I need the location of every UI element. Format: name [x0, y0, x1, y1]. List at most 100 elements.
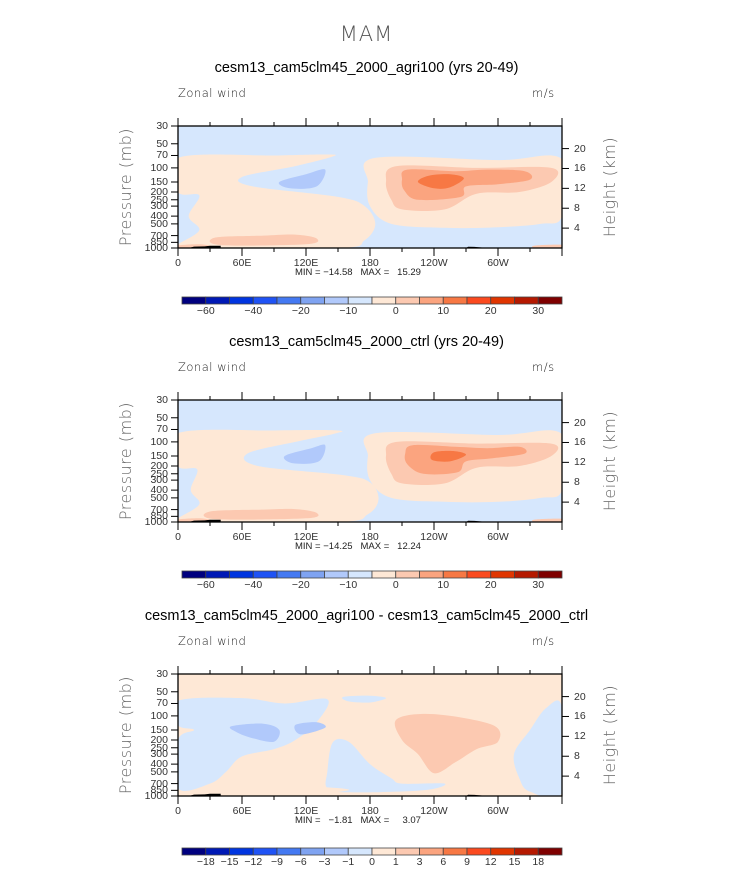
colorbar-swatch	[347, 570, 373, 579]
y-tick-label: 70	[156, 149, 168, 162]
colorbar-label: 18	[532, 856, 545, 868]
colorbar-swatch	[514, 296, 539, 305]
colorbar	[181, 296, 563, 305]
colorbar-label: −18	[196, 856, 215, 868]
contour-neg-1-3-west	[229, 723, 280, 743]
colorbar-swatch	[324, 570, 349, 579]
min-max-readout: MIN = −1.81 MAX = 3.07	[295, 815, 421, 826]
colorbar-swatch	[514, 570, 539, 579]
colorbar-swatch	[442, 296, 468, 305]
y-tick-label-right: 8	[574, 476, 580, 489]
y-tick-label: 300	[150, 200, 168, 213]
colorbar-swatch	[419, 296, 444, 305]
colorbar-label: −20	[291, 305, 310, 317]
y-tick-label-right: 16	[574, 162, 586, 175]
field-name-label: Zonal wind	[178, 634, 247, 648]
colorbar-label: −60	[196, 305, 215, 317]
x-tick-label: 60W	[487, 531, 509, 543]
colorbar-label: 30	[532, 305, 545, 317]
contour-plot	[171, 118, 569, 256]
colorbar-label: 20	[484, 579, 497, 591]
field-name-label: Zonal wind	[178, 86, 247, 100]
panel-title: cesm13_cam5clm45_2000_agri100 (yrs 20-49…	[214, 60, 519, 76]
colorbar-label: 0	[369, 856, 375, 868]
colorbar-swatch	[442, 847, 468, 856]
min-max-readout: MIN = −14.58 MAX = 15.29	[295, 267, 421, 278]
colorbar-swatch	[181, 296, 207, 305]
colorbar	[181, 570, 563, 579]
y-tick-label-right: 4	[574, 770, 580, 783]
colorbar-swatch	[466, 296, 492, 305]
contour-0-5-tropo	[178, 154, 376, 248]
y-tick-label-right: 4	[574, 222, 580, 235]
colorbar-swatch	[490, 296, 515, 305]
contour-0-1-lowlevel	[226, 787, 350, 795]
x-tick-label: 60W	[487, 257, 509, 269]
x-tick-label: 0	[175, 805, 181, 817]
y-tick-label: 300	[150, 474, 168, 487]
y-tick-label: 30	[156, 120, 168, 132]
x-tick-label: 120W	[420, 257, 448, 269]
colorbar-swatch	[371, 296, 397, 305]
y-tick-label: 850	[150, 784, 168, 797]
colorbar-swatch	[300, 296, 325, 305]
colorbar-label: 3	[416, 856, 423, 868]
colorbar-label: 0	[392, 305, 399, 317]
colorbar-label: 6	[440, 856, 447, 868]
colorbar-swatch	[347, 296, 373, 305]
colorbar-label: −20	[291, 579, 310, 591]
colorbar-swatch	[276, 847, 302, 856]
colorbar-swatch	[324, 847, 349, 856]
y-axis-label-right: Height (km)	[600, 136, 619, 238]
colorbar-swatch	[490, 570, 515, 579]
y-tick-label: 500	[150, 217, 168, 230]
y-tick-label-right: 8	[574, 750, 580, 763]
y-tick-label: 700	[150, 777, 168, 790]
y-tick-label: 500	[150, 765, 168, 778]
y-tick-label: 50	[156, 411, 168, 424]
contour-neg-1-0-west	[178, 697, 329, 791]
y-tick-label: 150	[150, 175, 168, 188]
contour-5-10-surface-e	[532, 244, 562, 248]
colorbar-swatch	[181, 847, 207, 856]
colorbar-label: −12	[244, 856, 263, 868]
colorbar-label: −10	[339, 305, 358, 317]
colorbar-label: −40	[244, 579, 263, 591]
colorbar-swatch	[442, 570, 468, 579]
y-tick-label-right: 16	[574, 436, 586, 449]
colorbar-swatch	[252, 570, 278, 579]
x-tick-label: 60E	[232, 531, 252, 543]
y-tick-label: 200	[150, 460, 168, 472]
y-tick-label-right: 8	[574, 202, 580, 215]
x-tick-label: 120W	[420, 805, 448, 817]
colorbar-label: −10	[339, 579, 358, 591]
colorbar-label: 10	[437, 305, 450, 317]
colorbar-swatch	[205, 296, 230, 305]
colorbar-swatch	[181, 570, 207, 579]
contour-neg-1-3-mid	[294, 722, 326, 735]
y-tick-label: 500	[150, 491, 168, 504]
colorbar-label: 12	[484, 856, 497, 868]
contour-neg-1-0-upper	[342, 695, 386, 703]
colorbar-swatch	[537, 570, 563, 579]
y-tick-label: 50	[156, 685, 168, 698]
contour-15-20-core	[417, 174, 464, 189]
y-tick-label-right: 20	[574, 690, 586, 703]
contour-neg-5-10-west	[283, 444, 326, 464]
panel-title: cesm13_cam5clm45_2000_agri100 - cesm13_c…	[144, 608, 589, 624]
colorbar-swatch	[537, 296, 563, 305]
colorbar-swatch	[300, 570, 325, 579]
y-tick-label: 400	[150, 758, 168, 771]
x-tick-label: 180	[361, 805, 379, 817]
colorbar-swatch	[229, 847, 254, 856]
x-tick-label: 120E	[293, 531, 319, 543]
y-tick-label-right: 16	[574, 710, 586, 723]
y-tick-label: 1000	[144, 790, 168, 802]
colorbar-swatch	[324, 296, 349, 305]
colorbar-label: 15	[508, 856, 521, 868]
colorbar-swatch	[276, 296, 302, 305]
colorbar	[181, 847, 563, 856]
x-tick-label: 0	[175, 257, 181, 269]
colorbar-label: −9	[271, 856, 283, 868]
colorbar-swatch	[205, 570, 230, 579]
